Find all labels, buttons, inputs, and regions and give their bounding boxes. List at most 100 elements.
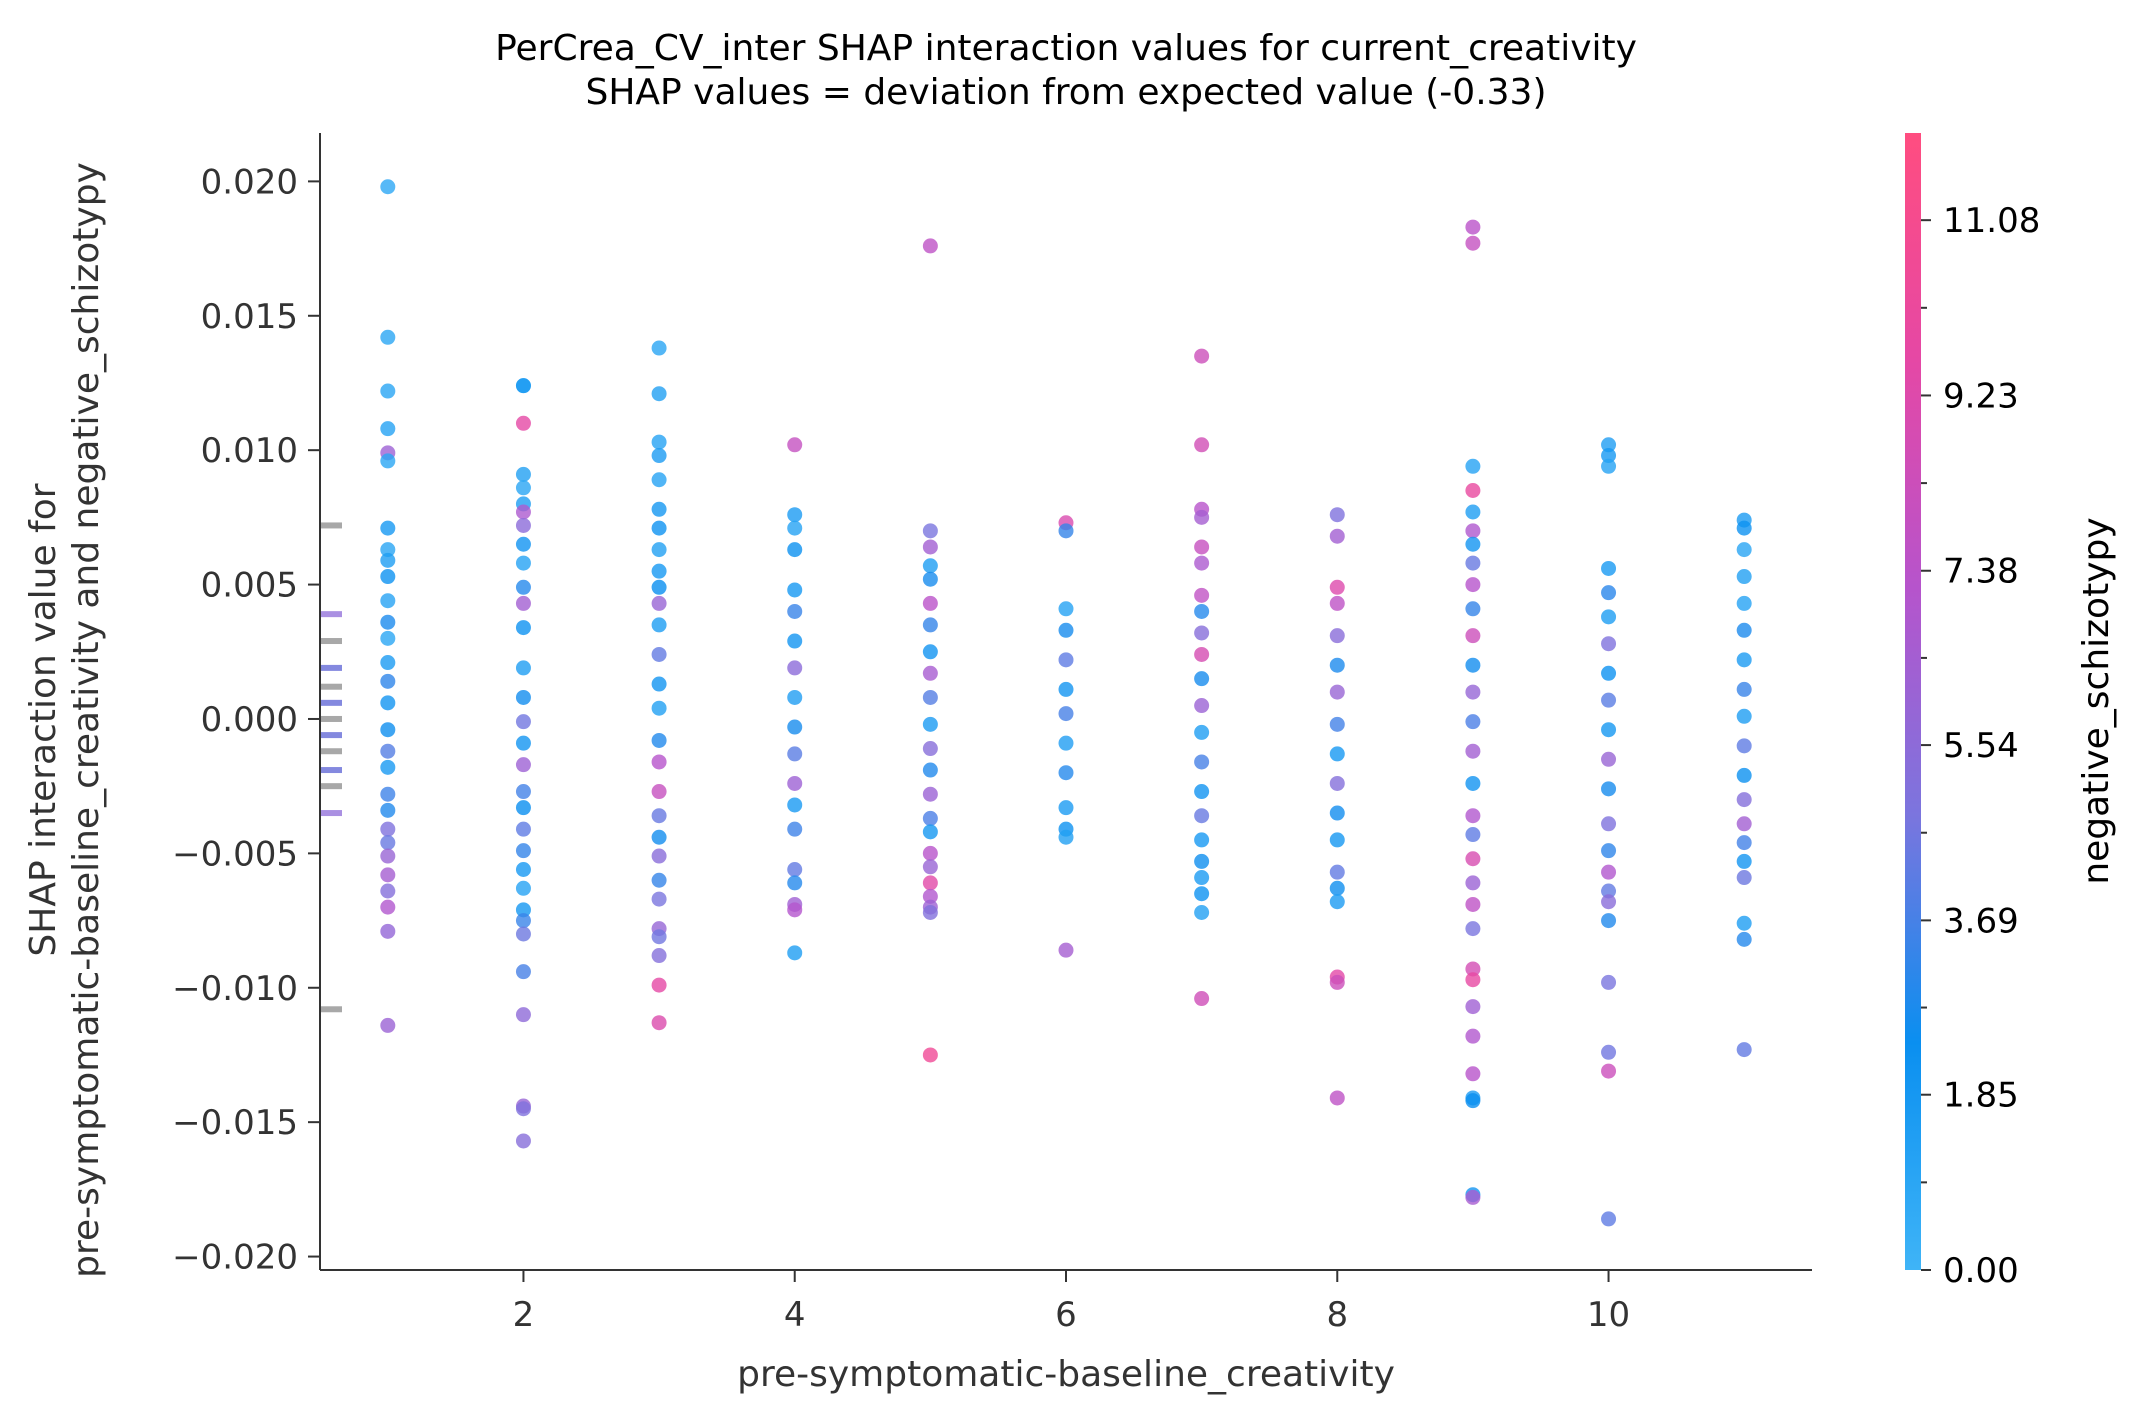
data-point — [922, 888, 938, 904]
data-point — [1601, 585, 1617, 601]
data-point — [1736, 915, 1752, 931]
data-point — [1465, 827, 1481, 843]
chart-subtitle: SHAP values = deviation from expected va… — [585, 72, 1546, 113]
x-tick-label: 6 — [1055, 1295, 1077, 1335]
y-ticks: 0.020 0.015 0.010 0.005 0.000 −0.005 −0.010 −0.… — [172, 162, 320, 1278]
data-point — [1465, 1189, 1481, 1205]
data-point — [922, 786, 938, 802]
data-point — [651, 732, 667, 748]
data-point — [787, 821, 803, 837]
data-point — [651, 646, 667, 662]
data-point — [380, 453, 396, 469]
data-point — [1329, 974, 1345, 990]
data-point — [651, 977, 667, 993]
data-point — [1058, 942, 1074, 958]
data-point — [1058, 601, 1074, 617]
data-point — [651, 929, 667, 945]
data-point — [380, 552, 396, 568]
data-point — [515, 880, 531, 896]
data-point — [922, 875, 938, 891]
data-point — [787, 507, 803, 523]
data-point — [1465, 1093, 1481, 1109]
histogram-bars — [320, 522, 342, 1013]
data-point — [1465, 999, 1481, 1015]
colorbar — [1905, 133, 1921, 1270]
data-point — [1736, 622, 1752, 638]
data-point — [1736, 595, 1752, 611]
data-point — [922, 741, 938, 757]
data-point — [380, 655, 396, 671]
data-point — [787, 945, 803, 961]
data-point — [1329, 805, 1345, 821]
data-point — [787, 520, 803, 536]
data-point — [651, 579, 667, 595]
data-point — [515, 902, 531, 918]
data-point — [1465, 743, 1481, 759]
data-point — [380, 1017, 396, 1033]
data-point — [922, 558, 938, 574]
colorbar-tick-label: 9.23 — [1943, 376, 2019, 416]
data-point — [1194, 646, 1210, 662]
data-point — [651, 948, 667, 964]
data-point — [1601, 1211, 1617, 1227]
data-point — [1601, 636, 1617, 652]
data-point — [1194, 671, 1210, 687]
data-point — [651, 520, 667, 536]
data-point — [1465, 896, 1481, 912]
data-point — [1329, 746, 1345, 762]
data-point — [1058, 765, 1074, 781]
colorbar-tick-label: 1.85 — [1943, 1076, 2019, 1116]
data-point — [380, 802, 396, 818]
x-ticks: 2 4 6 8 10 — [513, 1270, 1630, 1335]
data-point — [1465, 714, 1481, 730]
histogram-bar — [320, 715, 342, 722]
data-point — [1601, 894, 1617, 910]
data-point — [1601, 609, 1617, 625]
data-point — [1329, 832, 1345, 848]
data-point — [380, 383, 396, 399]
data-point — [515, 517, 531, 533]
data-point — [380, 759, 396, 775]
data-point — [1194, 905, 1210, 921]
data-point — [380, 835, 396, 851]
data-point — [380, 899, 396, 915]
histogram-bar — [320, 783, 342, 790]
data-point — [380, 614, 396, 630]
histogram-bar — [320, 522, 342, 529]
data-point — [515, 784, 531, 800]
data-point — [1465, 1028, 1481, 1044]
data-point — [787, 875, 803, 891]
colorbar-label: negative_schizotypy — [2076, 517, 2117, 884]
data-point — [922, 238, 938, 254]
data-point — [515, 1133, 531, 1149]
data-point — [1465, 235, 1481, 251]
data-point — [515, 757, 531, 773]
data-point — [515, 913, 531, 929]
data-point — [1194, 539, 1210, 555]
data-point — [1194, 348, 1210, 364]
data-point — [787, 633, 803, 649]
data-point — [1194, 698, 1210, 714]
data-point — [380, 848, 396, 864]
data-point — [380, 867, 396, 883]
data-point — [1601, 448, 1617, 464]
data-point — [787, 603, 803, 619]
histogram-bar — [320, 748, 342, 755]
y-tick-label: −0.005 — [172, 834, 298, 874]
data-point — [651, 595, 667, 611]
data-point — [922, 859, 938, 875]
data-point — [651, 472, 667, 488]
data-point — [922, 810, 938, 826]
data-point — [380, 695, 396, 711]
data-point — [922, 905, 938, 921]
colorbar-tick-label: 5.54 — [1943, 726, 2019, 766]
data-point — [1194, 555, 1210, 571]
data-point — [787, 542, 803, 558]
data-point — [1736, 542, 1752, 558]
data-point — [651, 542, 667, 558]
data-point — [651, 848, 667, 864]
data-point — [515, 1007, 531, 1023]
data-point — [380, 883, 396, 899]
y-axis-label-line: SHAP interaction value for — [23, 483, 64, 956]
